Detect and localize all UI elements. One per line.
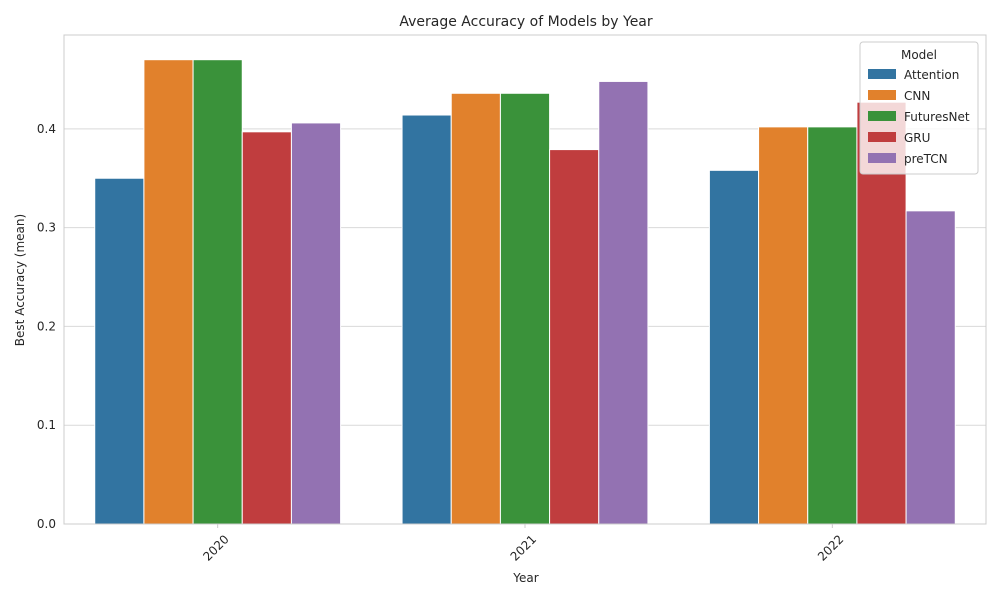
bar-cnn-2022 — [758, 126, 809, 525]
legend-label-pretcn: preTCN — [904, 152, 948, 166]
bar-pretcn-2021 — [598, 80, 649, 525]
y-tick-label: 0.3 — [37, 221, 56, 235]
bar-attention-2021 — [401, 114, 452, 525]
x-axis-label: Year — [512, 571, 538, 585]
bar-attention-2020 — [94, 177, 145, 525]
x-tick-label: 2020 — [200, 532, 231, 563]
bars — [94, 59, 956, 525]
y-axis-label: Best Accuracy (mean) — [13, 214, 27, 346]
bar-cnn-2021 — [450, 92, 501, 525]
x-tick-labels: 2020 2021 2022 — [200, 524, 846, 564]
bar-pretcn-2020 — [290, 122, 342, 525]
legend-swatch-pretcn — [868, 153, 896, 163]
bar-futuresnet-2022 — [807, 126, 858, 525]
y-tick-label: 0.0 — [37, 517, 56, 531]
legend-swatch-cnn — [868, 90, 896, 100]
chart-title: Average Accuracy of Models by Year — [399, 14, 653, 30]
x-tick-label: 2021 — [508, 532, 539, 563]
bar-futuresnet-2021 — [499, 92, 551, 525]
bar-pretcn-2022 — [905, 210, 956, 525]
legend-title: Model — [901, 48, 937, 62]
legend: Model Attention CNN FuturesNet GRU preTCN — [859, 41, 979, 175]
y-tick-labels: 0.0 0.1 0.2 0.3 0.4 — [37, 122, 56, 531]
legend-label-cnn: CNN — [904, 89, 930, 103]
bar-gru-2020 — [241, 131, 292, 525]
legend-swatch-futuresnet — [868, 111, 896, 121]
y-tick-label: 0.4 — [37, 122, 56, 136]
y-tick-label: 0.1 — [37, 418, 56, 432]
legend-label-futuresnet: FuturesNet — [904, 110, 970, 124]
y-tick-label: 0.2 — [37, 319, 56, 333]
bar-cnn-2020 — [143, 59, 194, 525]
bar-attention-2022 — [708, 169, 760, 525]
legend-label-attention: Attention — [904, 68, 959, 82]
bar-gru-2021 — [549, 149, 600, 525]
bar-futuresnet-2020 — [192, 59, 243, 525]
x-tick-label: 2022 — [815, 532, 846, 563]
legend-swatch-gru — [868, 132, 896, 142]
legend-label-gru: GRU — [904, 131, 930, 145]
legend-swatch-attention — [868, 69, 896, 79]
